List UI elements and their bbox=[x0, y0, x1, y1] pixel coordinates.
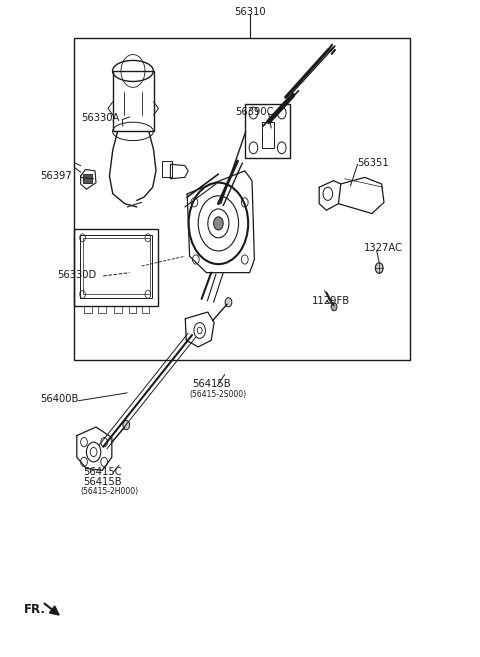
Circle shape bbox=[225, 298, 232, 307]
Text: (56415-2H000): (56415-2H000) bbox=[81, 487, 139, 496]
Text: 56330D: 56330D bbox=[58, 269, 97, 280]
Circle shape bbox=[123, 420, 130, 430]
Text: 56415B: 56415B bbox=[83, 476, 121, 487]
Circle shape bbox=[375, 263, 383, 273]
Bar bbox=[84, 306, 92, 313]
Text: 56330A: 56330A bbox=[82, 113, 120, 124]
Text: 1129FB: 1129FB bbox=[312, 296, 350, 306]
Bar bbox=[162, 161, 172, 177]
Bar bbox=[83, 174, 92, 183]
Bar bbox=[74, 38, 410, 360]
Text: 56415B: 56415B bbox=[192, 379, 230, 390]
Text: 1327AC: 1327AC bbox=[364, 243, 403, 254]
Bar bbox=[80, 235, 152, 298]
Text: (56415-2S000): (56415-2S000) bbox=[190, 390, 247, 399]
Text: 56400B: 56400B bbox=[40, 394, 78, 405]
Bar bbox=[113, 71, 154, 131]
Text: 56310: 56310 bbox=[234, 7, 265, 17]
Bar bbox=[74, 229, 158, 306]
Bar bbox=[142, 306, 149, 313]
Circle shape bbox=[214, 217, 223, 230]
Text: 56415C: 56415C bbox=[83, 466, 121, 477]
Bar bbox=[83, 238, 150, 294]
Bar bbox=[262, 122, 274, 148]
Bar bbox=[129, 306, 136, 313]
Text: 56397: 56397 bbox=[40, 171, 72, 181]
Bar bbox=[98, 306, 106, 313]
Text: FR.: FR. bbox=[24, 603, 46, 616]
Circle shape bbox=[331, 303, 337, 311]
Bar bbox=[114, 306, 122, 313]
Text: 56351: 56351 bbox=[358, 158, 389, 168]
Text: 56390C: 56390C bbox=[235, 106, 274, 117]
